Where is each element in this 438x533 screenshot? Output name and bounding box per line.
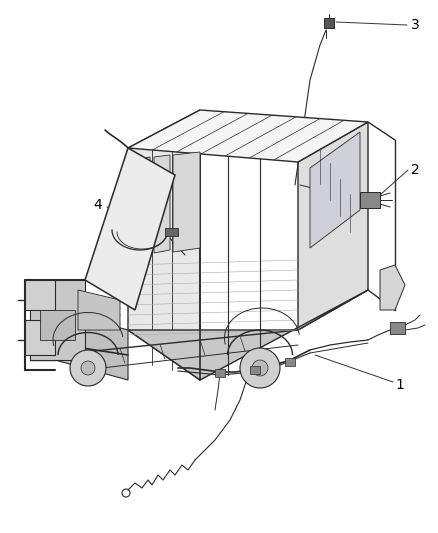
Polygon shape: [298, 122, 368, 330]
Polygon shape: [324, 18, 334, 28]
Text: 4: 4: [94, 198, 102, 212]
Text: 2: 2: [411, 163, 419, 177]
Polygon shape: [380, 265, 405, 310]
Polygon shape: [40, 310, 75, 340]
Text: 3: 3: [411, 18, 419, 32]
Polygon shape: [130, 157, 150, 258]
Polygon shape: [128, 290, 368, 380]
Circle shape: [70, 350, 106, 386]
Polygon shape: [285, 358, 295, 366]
Polygon shape: [128, 110, 200, 380]
Polygon shape: [30, 280, 85, 360]
Polygon shape: [215, 369, 225, 377]
Circle shape: [81, 361, 95, 375]
Polygon shape: [250, 366, 260, 374]
Polygon shape: [360, 192, 380, 208]
Polygon shape: [173, 152, 200, 252]
Polygon shape: [25, 280, 55, 310]
Polygon shape: [165, 228, 178, 236]
Polygon shape: [25, 320, 55, 355]
Polygon shape: [310, 132, 360, 248]
Text: 1: 1: [396, 378, 404, 392]
Polygon shape: [78, 290, 120, 330]
Polygon shape: [390, 322, 405, 334]
Circle shape: [252, 360, 268, 376]
Circle shape: [240, 348, 280, 388]
Polygon shape: [128, 110, 368, 162]
Polygon shape: [154, 155, 170, 253]
Polygon shape: [55, 310, 128, 380]
Polygon shape: [85, 148, 175, 310]
